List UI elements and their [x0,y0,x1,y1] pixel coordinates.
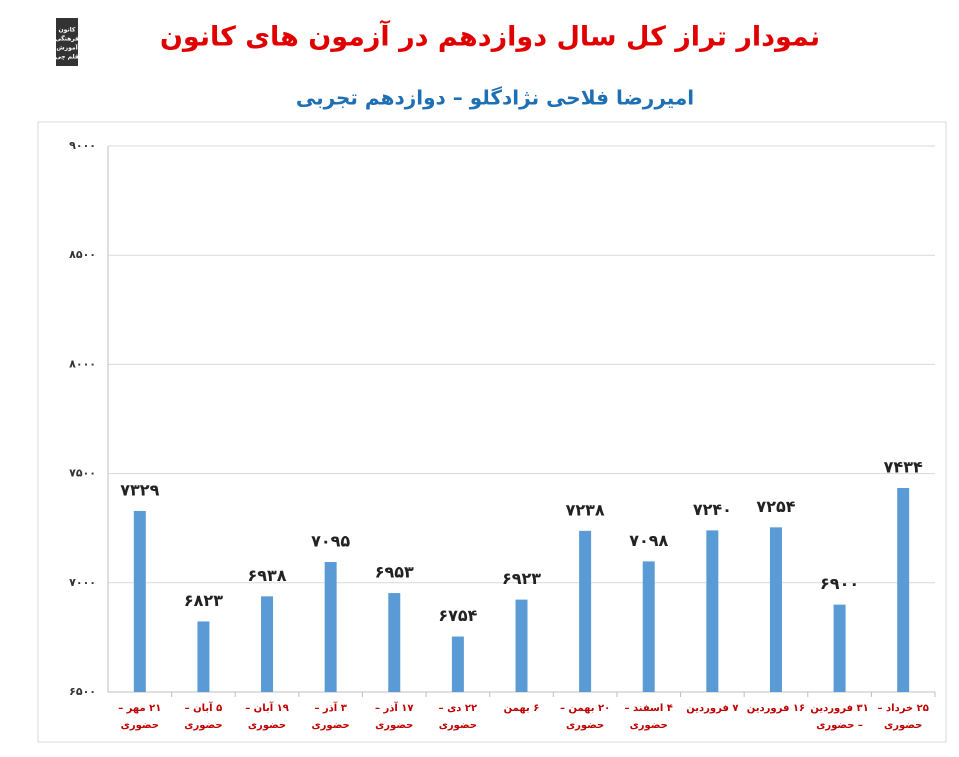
bar [579,530,592,692]
data-label: ۷۳۲۹ [120,480,159,499]
chart-subtitle: امیررضا فلاحی نژادگلو – دوازدهم تجربی [296,86,694,110]
bar [833,604,846,692]
bar [451,636,464,692]
data-label: ۷۲۵۴ [756,497,795,516]
x-tick-label: ۱۶ فروردین [746,703,806,714]
x-tick-label: ۵ آبان – حضوری [184,703,223,731]
data-label: ۶۹۰۰ [820,574,859,593]
x-tick-label: ۳ آذر – حضوری [311,703,350,731]
logo-text: فرهنگی [55,35,79,43]
bar [706,530,719,692]
bar [197,621,210,692]
y-tick-label: ۸۰۰۰ [69,357,96,370]
bar [261,596,274,692]
data-label: ۶۹۳۸ [248,566,287,585]
y-tick-label: ۶۵۰۰ [69,685,96,698]
logo-text: قلم چی [55,54,79,61]
x-tick-label: ۷ فروردین [686,703,739,714]
x-tick-label: ۲۰ بهمن – حضوری [559,703,611,731]
chart-frame [37,121,947,743]
bar [133,510,146,692]
x-tick-label: ۳۱ فروردین – حضوری [810,703,869,731]
x-tick-label: ۶ بهمن [503,703,540,714]
logo-text: آموزش [56,43,78,52]
bar [324,562,337,692]
data-label: ۶۷۵۴ [438,606,477,625]
bar [769,527,782,692]
data-label: ۶۸۲۳ [184,591,223,610]
x-tick-label: ۲۱ مهر – حضوری [118,703,162,731]
data-label: ۷۲۳۸ [566,500,605,519]
x-tick-label: ۲۲ دی – حضوری [438,703,478,731]
y-tick-label: ۹۰۰۰ [69,139,96,152]
x-tick-label: ۲۵ خرداد – حضوری [877,703,929,731]
bar [642,561,655,692]
data-label: ۶۹۲۳ [502,569,541,588]
data-label: ۷۴۳۴ [884,458,923,477]
data-label: ۷۰۹۸ [629,531,668,550]
x-tick-label: ۴ اسفند – حضوری [624,703,673,731]
data-label: ۷۲۴۰ [693,500,732,519]
y-tick-label: ۷۵۰۰ [69,467,96,480]
y-tick-label: ۷۰۰۰ [69,576,96,589]
y-tick-label: ۸۵۰۰ [69,248,96,261]
logo-text: کانون [59,27,76,34]
bar [515,599,528,692]
logo [56,18,78,66]
x-tick-label: ۱۷ آذر – حضوری [375,703,414,731]
bar [388,593,401,692]
chart-title: نمودار تراز کل سال دوازدهم در آزمون های … [160,20,820,53]
bar [897,488,910,692]
x-tick-label: ۱۹ آبان – حضوری [245,703,289,731]
data-label: ۷۰۹۵ [311,532,350,551]
data-label: ۶۹۵۳ [375,563,414,582]
